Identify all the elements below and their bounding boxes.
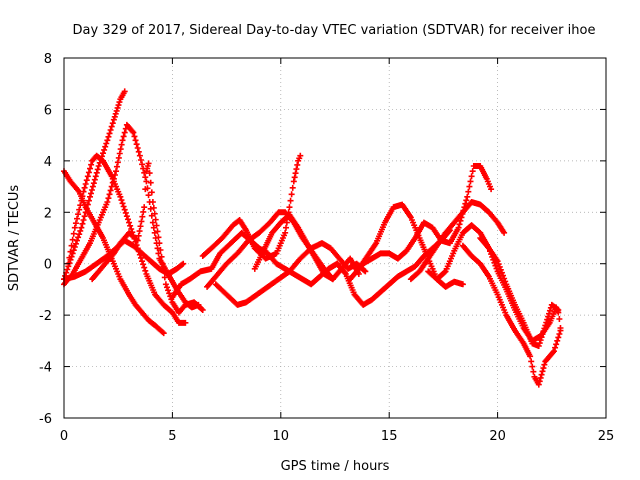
x-tick-label: 0 [60,429,68,444]
y-tick-label: 6 [44,103,52,118]
y-tick-label: 2 [44,206,52,221]
y-tick-label: 4 [44,155,52,170]
data-series-sat-r [477,235,564,349]
plot-frame [63,57,607,419]
axis-ticks: 0 5 10 15 20 25 -6 -4 -2 0 2 4 6 8 [39,52,614,444]
data-series-sat-o [407,199,508,283]
y-axis-label: SDTVAR / TECUs [7,185,22,292]
data-series-sat-m [347,201,466,290]
y-tick-label: -4 [39,361,52,376]
grid [64,58,606,418]
y-tick-label: -2 [39,309,52,324]
y-tick-label: -6 [39,412,52,427]
y-tick-label: 8 [44,52,52,67]
data-series-sat-k [251,211,362,283]
chart-title: Day 329 of 2017, Sidereal Day-to-day VTE… [73,23,596,38]
x-tick-label: 15 [381,429,398,444]
y-tick-label: 0 [44,258,52,273]
x-tick-label: 25 [598,429,615,444]
data-points [61,88,564,388]
x-tick-label: 5 [168,429,176,444]
x-tick-label: 20 [489,429,506,444]
data-series-sat-j [212,240,369,308]
x-tick-label: 10 [273,429,290,444]
x-axis-label: GPS time / hours [281,459,390,474]
data-series-sat-h [199,152,304,262]
data-series-sat-q [459,242,564,388]
data-series-sat-f [89,160,206,316]
